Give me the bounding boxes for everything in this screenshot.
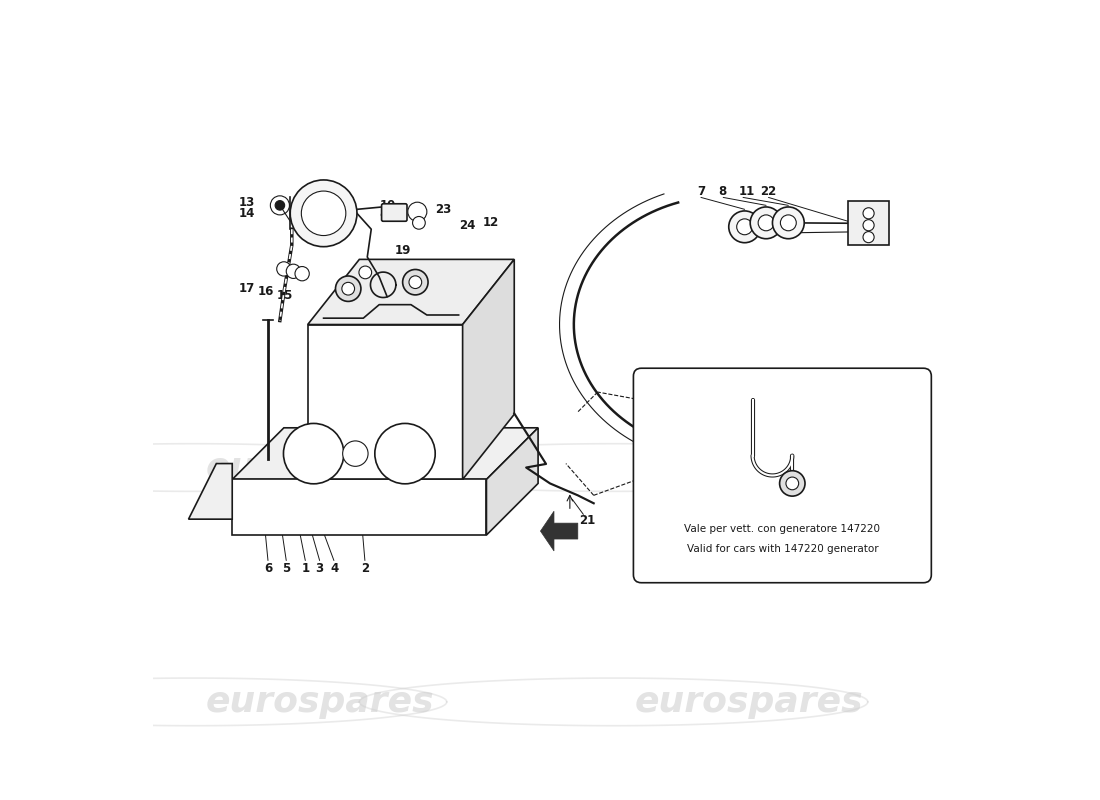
- Text: 22: 22: [760, 186, 777, 198]
- Text: eurospares: eurospares: [635, 450, 862, 485]
- Text: 16: 16: [257, 286, 274, 298]
- Circle shape: [349, 446, 363, 461]
- Circle shape: [728, 211, 760, 242]
- Circle shape: [758, 215, 774, 230]
- FancyBboxPatch shape: [634, 368, 932, 582]
- Circle shape: [295, 266, 309, 281]
- Circle shape: [375, 423, 436, 484]
- Text: 17: 17: [239, 282, 255, 295]
- Text: 6: 6: [264, 562, 273, 575]
- Circle shape: [275, 201, 285, 210]
- Text: Valid for cars with 147220 generator: Valid for cars with 147220 generator: [686, 543, 878, 554]
- Circle shape: [342, 282, 354, 295]
- Text: eurospares: eurospares: [635, 685, 862, 719]
- Circle shape: [286, 264, 300, 278]
- Polygon shape: [540, 511, 578, 551]
- Circle shape: [772, 207, 804, 238]
- Polygon shape: [308, 259, 515, 325]
- Text: 24: 24: [459, 218, 475, 232]
- FancyBboxPatch shape: [848, 202, 889, 245]
- Circle shape: [284, 423, 344, 484]
- Circle shape: [412, 217, 426, 229]
- Polygon shape: [486, 428, 538, 535]
- Text: 21: 21: [580, 514, 595, 527]
- Text: 2: 2: [361, 562, 368, 575]
- Text: 10: 10: [379, 199, 395, 212]
- Circle shape: [301, 191, 345, 235]
- Text: 19: 19: [395, 244, 411, 257]
- Text: 23: 23: [434, 203, 451, 216]
- Circle shape: [409, 276, 421, 289]
- Circle shape: [277, 262, 292, 276]
- Text: eurospares: eurospares: [206, 685, 433, 719]
- Circle shape: [737, 219, 752, 234]
- FancyBboxPatch shape: [382, 204, 407, 222]
- Text: 7: 7: [697, 186, 705, 198]
- Circle shape: [864, 208, 874, 219]
- Text: 9: 9: [379, 210, 387, 224]
- Text: Vale per vett. con generatore 147220: Vale per vett. con generatore 147220: [684, 525, 880, 534]
- Circle shape: [780, 215, 796, 230]
- Circle shape: [403, 270, 428, 295]
- Text: 4: 4: [331, 562, 339, 575]
- Polygon shape: [232, 479, 486, 535]
- Text: 3: 3: [316, 562, 323, 575]
- Text: 14: 14: [239, 207, 255, 220]
- Text: 13: 13: [239, 197, 255, 210]
- Text: 5: 5: [283, 562, 290, 575]
- Text: 11: 11: [739, 186, 756, 198]
- Circle shape: [750, 207, 782, 238]
- Circle shape: [359, 266, 372, 278]
- Circle shape: [408, 202, 427, 222]
- Polygon shape: [308, 325, 463, 479]
- Text: eurospares: eurospares: [206, 450, 433, 485]
- Text: 18: 18: [772, 386, 789, 398]
- Circle shape: [343, 441, 368, 466]
- Circle shape: [336, 276, 361, 302]
- Circle shape: [290, 180, 358, 246]
- Text: 20: 20: [678, 418, 693, 430]
- Polygon shape: [232, 428, 538, 479]
- Text: 8: 8: [718, 186, 727, 198]
- Circle shape: [780, 470, 805, 496]
- Text: 1: 1: [301, 562, 309, 575]
- Polygon shape: [463, 259, 515, 479]
- Circle shape: [864, 231, 874, 242]
- Circle shape: [785, 477, 799, 490]
- Polygon shape: [188, 463, 232, 519]
- Circle shape: [271, 196, 289, 215]
- Text: 12: 12: [483, 216, 498, 230]
- Circle shape: [864, 220, 874, 230]
- Text: 15: 15: [277, 289, 293, 302]
